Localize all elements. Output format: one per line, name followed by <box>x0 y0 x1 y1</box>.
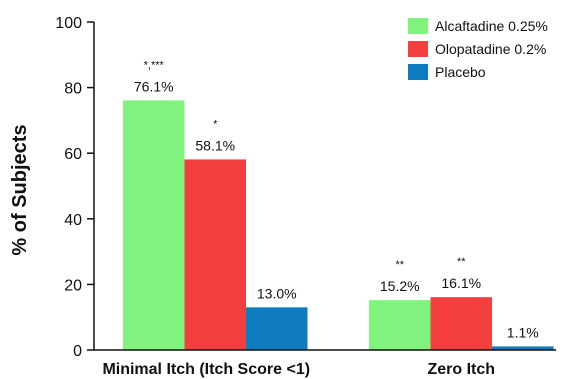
legend-label: Olopatadine 0.2% <box>435 41 546 57</box>
significance-label: ** <box>457 256 466 268</box>
data-label: 58.1% <box>195 137 235 153</box>
legend: Alcaftadine 0.25% Olopatadine 0.2% Placebo <box>408 18 548 80</box>
y-tick-label: 0 <box>73 343 82 360</box>
y-tick-label: 20 <box>64 277 82 294</box>
y-axis: 0 20 40 60 80 100 <box>55 15 95 360</box>
bar <box>184 159 246 350</box>
data-label: 15.2% <box>380 278 420 294</box>
y-tick-label: 40 <box>64 212 82 229</box>
bar <box>123 100 185 350</box>
bar <box>246 307 308 350</box>
x-category-label: Zero Itch <box>427 361 495 378</box>
data-label: 76.1% <box>134 78 174 94</box>
significance-label: * <box>213 118 218 130</box>
y-tick-label: 100 <box>55 15 82 32</box>
bar <box>430 297 492 350</box>
y-tick-label: 80 <box>64 81 82 98</box>
x-axis: Minimal Itch (Itch Score <1) Zero Itch <box>94 349 556 378</box>
data-label: 16.1% <box>441 275 481 291</box>
significance-label: *,*** <box>144 59 165 71</box>
legend-label: Placebo <box>435 64 486 80</box>
legend-label: Alcaftadine 0.25% <box>435 18 548 34</box>
bars-group <box>123 100 554 350</box>
x-category-label: Minimal Itch (Itch Score <1) <box>102 361 310 378</box>
legend-swatch <box>408 41 428 57</box>
bar <box>369 300 431 350</box>
data-label: 1.1% <box>507 324 539 340</box>
legend-swatch <box>408 64 428 80</box>
y-tick-label: 60 <box>64 146 82 163</box>
legend-swatch <box>408 18 428 34</box>
y-axis-title: % of Subjects <box>9 124 31 255</box>
significance-label: ** <box>395 259 404 271</box>
data-labels-group: 76.1% *,*** 58.1% * 13.0% 15.2% ** 16.1% ** 1.1% <box>134 59 539 340</box>
bar <box>492 346 554 350</box>
data-label: 13.0% <box>257 285 297 301</box>
